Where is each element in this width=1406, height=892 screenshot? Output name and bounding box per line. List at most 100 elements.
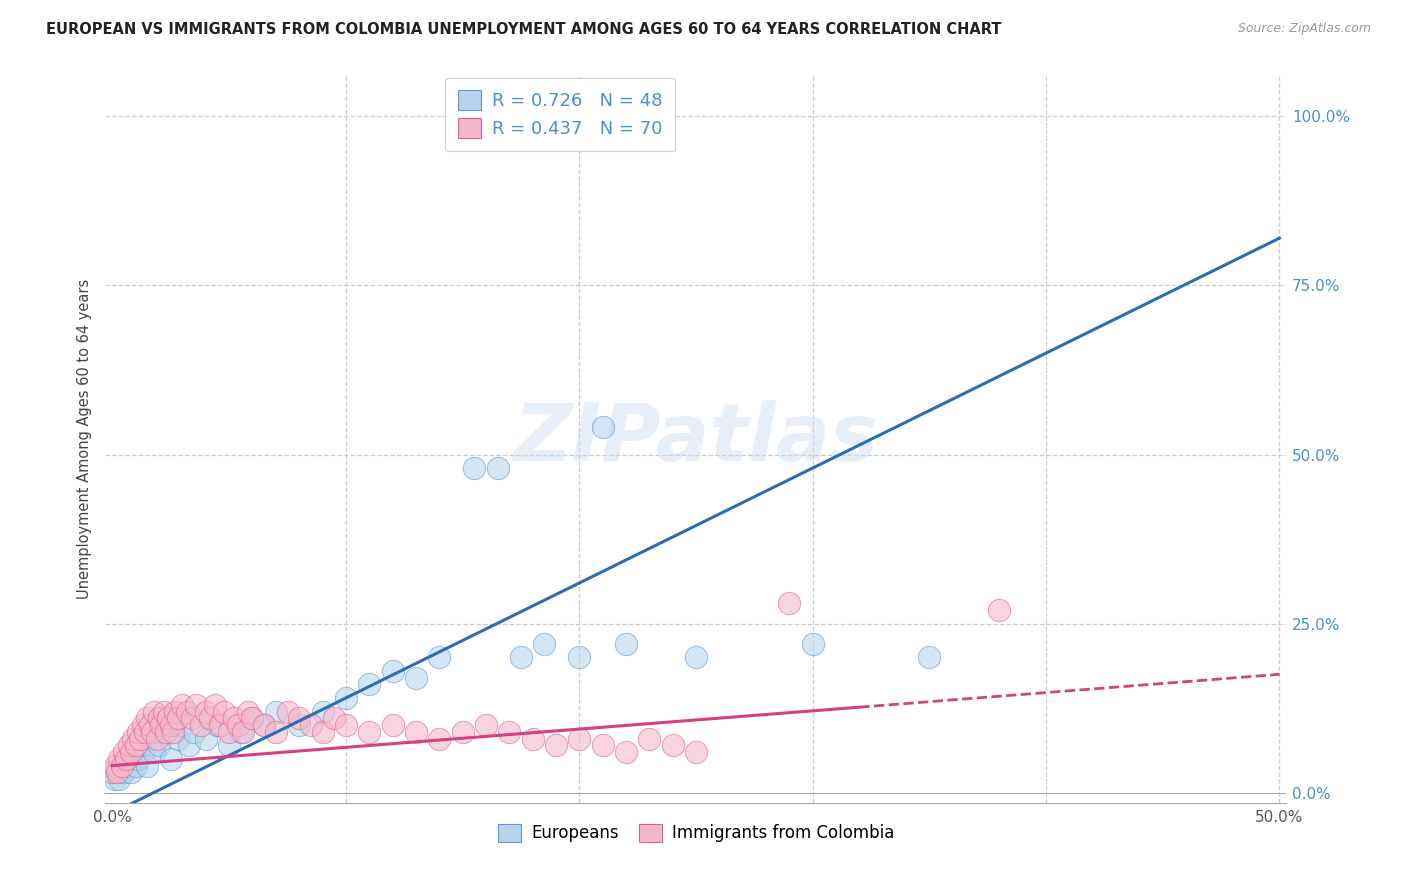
Point — [778, 596, 800, 610]
Point — [242, 711, 264, 725]
Point — [544, 739, 567, 753]
Point — [661, 739, 683, 753]
Point — [115, 752, 138, 766]
Point — [918, 650, 941, 665]
Text: ZIPatlas: ZIPatlas — [513, 401, 879, 478]
Point — [242, 711, 264, 725]
Point — [229, 724, 252, 739]
Point — [522, 731, 544, 746]
Point — [172, 698, 194, 712]
Point — [200, 711, 222, 725]
Point — [134, 724, 156, 739]
Point — [176, 705, 198, 719]
Point — [311, 705, 333, 719]
Point — [104, 758, 127, 772]
Point — [498, 724, 520, 739]
Point — [253, 718, 276, 732]
Point — [204, 698, 226, 712]
Point — [136, 758, 159, 772]
Point — [427, 650, 450, 665]
Point — [288, 718, 311, 732]
Point — [218, 739, 240, 753]
Point — [111, 758, 134, 772]
Point — [194, 705, 217, 719]
Text: EUROPEAN VS IMMIGRANTS FROM COLOMBIA UNEMPLOYMENT AMONG AGES 60 TO 64 YEARS CORR: EUROPEAN VS IMMIGRANTS FROM COLOMBIA UNE… — [46, 22, 1002, 37]
Point — [405, 724, 427, 739]
Point — [323, 711, 346, 725]
Point — [685, 745, 707, 759]
Point — [509, 650, 531, 665]
Point — [638, 731, 661, 746]
Point — [190, 718, 212, 732]
Point — [801, 637, 824, 651]
Point — [139, 718, 162, 732]
Point — [253, 718, 276, 732]
Point — [236, 705, 259, 719]
Point — [172, 718, 194, 732]
Point — [132, 718, 155, 732]
Point — [427, 731, 450, 746]
Point — [111, 758, 134, 772]
Point — [143, 705, 166, 719]
Point — [335, 718, 357, 732]
Point — [141, 724, 163, 739]
Point — [299, 718, 322, 732]
Point — [359, 724, 381, 739]
Point — [183, 724, 205, 739]
Point — [122, 745, 145, 759]
Point — [162, 724, 184, 739]
Point — [127, 724, 149, 739]
Point — [180, 711, 202, 725]
Point — [148, 739, 170, 753]
Point — [150, 718, 173, 732]
Point — [153, 724, 176, 739]
Point — [463, 461, 485, 475]
Point — [405, 671, 427, 685]
Point — [104, 772, 127, 786]
Point — [486, 461, 509, 475]
Point — [222, 711, 245, 725]
Point — [146, 731, 169, 746]
Point — [359, 677, 381, 691]
Point — [592, 739, 614, 753]
Point — [120, 765, 142, 780]
Point — [228, 718, 250, 732]
Point — [988, 603, 1011, 617]
Point — [264, 724, 287, 739]
Point — [127, 752, 149, 766]
Point — [232, 724, 254, 739]
Point — [381, 664, 404, 678]
Point — [194, 731, 217, 746]
Point — [118, 758, 141, 772]
Point — [143, 745, 166, 759]
Point — [311, 724, 333, 739]
Y-axis label: Unemployment Among Ages 60 to 64 years: Unemployment Among Ages 60 to 64 years — [77, 279, 93, 599]
Point — [139, 731, 162, 746]
Point — [155, 724, 177, 739]
Point — [125, 739, 148, 753]
Point — [568, 731, 591, 746]
Point — [165, 705, 187, 719]
Point — [159, 752, 181, 766]
Point — [186, 698, 208, 712]
Point — [157, 711, 180, 725]
Point — [112, 765, 135, 780]
Point — [288, 711, 311, 725]
Point — [101, 765, 124, 780]
Point — [179, 739, 201, 753]
Point — [122, 731, 145, 746]
Point — [129, 731, 152, 746]
Point — [120, 745, 142, 759]
Point — [132, 745, 155, 759]
Point — [166, 731, 188, 746]
Point — [108, 752, 131, 766]
Point — [129, 739, 152, 753]
Point — [148, 711, 170, 725]
Point — [115, 752, 138, 766]
Legend: Europeans, Immigrants from Colombia: Europeans, Immigrants from Colombia — [491, 817, 901, 849]
Point — [475, 718, 498, 732]
Point — [105, 765, 128, 780]
Point — [136, 711, 159, 725]
Point — [614, 745, 637, 759]
Point — [614, 637, 637, 651]
